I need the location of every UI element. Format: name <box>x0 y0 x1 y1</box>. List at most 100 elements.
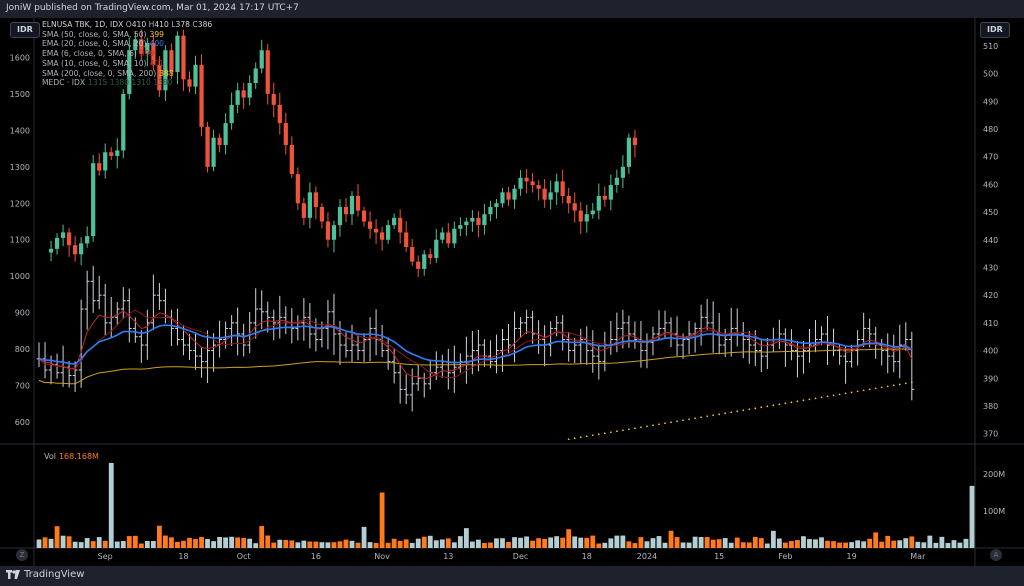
right-axis-tick: 450 <box>983 208 998 217</box>
ohlc-high: H410 <box>148 20 169 29</box>
volume-bar <box>331 542 337 548</box>
right-axis-tick: 510 <box>983 42 998 51</box>
medc-candle-body <box>325 221 331 240</box>
volume-axis-tick: 200M <box>983 470 1005 479</box>
time-axis-label: Nov <box>374 552 390 561</box>
trendline-dot <box>718 413 721 416</box>
volume-bar <box>849 542 855 548</box>
right-axis-tick: 430 <box>983 263 998 272</box>
tradingview-logo[interactable]: TradingView <box>6 569 84 580</box>
legend-ema6[interactable]: EMA (6, close, 0, SMA, 6) 399 <box>42 49 155 59</box>
legend-sma10[interactable]: SMA (10, close, 0, SMA, 10) 401 <box>42 58 164 68</box>
medc-candle-body <box>518 177 523 189</box>
volume-bar <box>211 541 216 548</box>
volume-bar <box>602 542 608 548</box>
medc-candle-body <box>626 137 632 167</box>
volume-bar <box>885 535 891 548</box>
volume-bar <box>548 537 554 548</box>
medc-candle-body <box>193 64 198 87</box>
volume-bar <box>909 536 915 548</box>
medc-candle-body <box>632 137 638 145</box>
volume-bar <box>265 535 271 548</box>
medc-candle-body <box>109 152 114 156</box>
volume-bar <box>229 536 235 548</box>
medc-candle-body <box>548 192 553 200</box>
trendline-dot <box>670 421 672 424</box>
volume-bar <box>789 541 794 548</box>
medc-candle-body <box>199 64 204 127</box>
medc-candle-body <box>458 225 463 229</box>
medc-candle-body <box>596 196 601 211</box>
trendline-dot <box>844 392 847 395</box>
timezone-icon[interactable]: Z <box>16 549 28 561</box>
medc-candle-body <box>319 206 325 222</box>
right-axis-tick: 440 <box>983 236 998 245</box>
volume-bar <box>217 536 222 548</box>
trendline-dot <box>585 435 588 438</box>
right-axis-tick: 400 <box>983 347 998 356</box>
medc-candle-body <box>48 248 54 253</box>
medc-candle-body <box>103 152 108 171</box>
trendline-dot <box>838 393 841 396</box>
volume-bar <box>770 530 776 548</box>
volume-bar <box>54 526 60 548</box>
volume-bar <box>728 542 734 548</box>
time-axis-label: 15 <box>714 552 724 561</box>
volume-bar <box>259 526 265 548</box>
volume-bar <box>469 541 475 548</box>
volume-bar <box>307 541 313 548</box>
volume-bar <box>325 542 331 548</box>
medc-candle-body <box>66 232 72 246</box>
volume-bar <box>150 541 156 548</box>
medc-candle-body <box>54 237 60 249</box>
volume-bar <box>421 536 427 548</box>
symbol-name[interactable]: ELNUSA TBK, 1D, IDX <box>42 20 124 29</box>
medc-candle-body <box>247 83 252 98</box>
trendline-dot <box>640 426 642 429</box>
currency-badge-left[interactable]: IDR <box>10 22 40 38</box>
medc-candle-body <box>422 254 427 269</box>
medc-candle-body <box>217 137 222 145</box>
volume-bar <box>957 542 963 548</box>
volume-legend[interactable]: Vol 168.168M <box>44 452 99 461</box>
volume-bar <box>698 536 704 548</box>
volume-bar <box>819 537 824 548</box>
volume-bar <box>289 540 295 548</box>
legend-medc[interactable]: MEDC · IDX 1315 1380 1310 1380 <box>42 78 173 88</box>
chart-area[interactable]: 600 700 800 900 1000 1100 1200 1300 1400 1500 1600… <box>0 18 1024 566</box>
left-axis-tick: 1300 <box>10 163 30 172</box>
volume-bar <box>813 539 818 548</box>
trendline-dot <box>874 387 877 390</box>
volume-bar <box>584 537 590 548</box>
volume-bar <box>927 535 933 548</box>
volume-bar <box>90 541 96 548</box>
currency-badge-right[interactable]: IDR <box>980 22 1010 38</box>
volume-bar <box>825 540 830 548</box>
medc-candle-body <box>181 35 186 80</box>
volume-bar <box>746 542 752 548</box>
medc-candle-body <box>157 64 162 91</box>
volume-bar <box>391 538 397 548</box>
volume-bar <box>536 538 542 548</box>
left-axis-tick: 1200 <box>10 199 30 208</box>
volume-bar <box>939 536 945 548</box>
legend-sma200[interactable]: SMA (200, close, 0, SMA, 200) 388 <box>42 68 174 78</box>
medc-candle-body <box>512 188 517 200</box>
volume-bar <box>343 539 349 548</box>
volume-bar <box>656 536 662 548</box>
medc-candle-body <box>398 217 403 233</box>
trendline-dot <box>627 428 630 431</box>
left-axis-tick: 1400 <box>10 126 30 135</box>
legend-sma50[interactable]: SMA (50, close, 0, SMA, 50) 399 <box>42 29 164 39</box>
price-chart[interactable]: 600 700 800 900 1000 1100 1200 1300 1400 1500 1600… <box>0 18 1024 566</box>
auto-scale-icon[interactable]: A <box>990 549 1002 561</box>
medc-candle-body <box>295 174 300 204</box>
medc-candle-body <box>602 196 607 200</box>
time-axis-label: Oct <box>237 552 251 561</box>
volume-bar <box>313 541 319 548</box>
footer-bar: TradingView <box>0 566 1024 586</box>
legend-ema20[interactable]: EMA (20, close, 0, SMA, 20) 400 <box>42 39 164 49</box>
volume-axis-tick: 100M <box>983 507 1005 516</box>
volume-bar <box>494 538 499 548</box>
medc-candle-body <box>404 232 409 248</box>
